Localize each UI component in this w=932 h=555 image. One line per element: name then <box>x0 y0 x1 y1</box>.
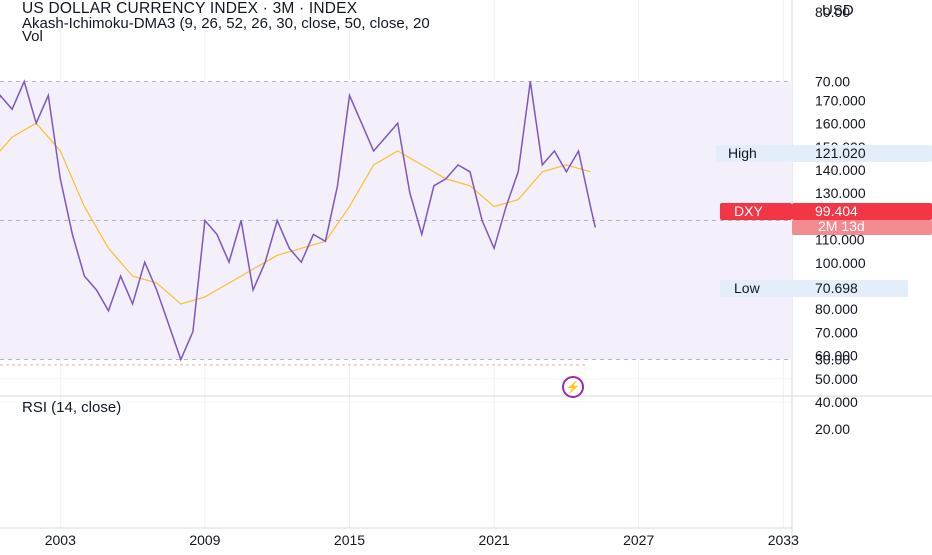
price-tick-label: 70.000 <box>815 324 858 340</box>
dxy-value: 99.404 <box>815 203 858 219</box>
price-tick-label: 60.000 <box>815 348 858 364</box>
chart-title: US DOLLAR CURRENCY INDEX · 3M · INDEX <box>22 0 358 17</box>
rsi-tick-label: 20.00 <box>815 421 850 437</box>
volume-legend[interactable]: Vol <box>22 28 43 45</box>
high-label-bg <box>716 145 792 162</box>
low-label-bg <box>720 280 792 297</box>
high-value-bg <box>792 145 932 162</box>
dxy-label-bg <box>720 203 792 220</box>
time-tick-label: 2009 <box>189 532 220 548</box>
rsi-tick-label: 70.00 <box>815 74 850 90</box>
price-tick-label: 170.000 <box>815 92 866 108</box>
high-label: High <box>728 145 757 161</box>
dxy-label: DXY <box>734 203 763 219</box>
rsi-ma-line <box>0 122 591 305</box>
currency-label: USD <box>822 2 854 19</box>
price-tick-label: 110.000 <box>815 232 865 248</box>
price-tick-label: 160.000 <box>815 116 866 132</box>
time-tick-label: 2003 <box>45 532 76 548</box>
low-value: 70.698 <box>815 280 858 296</box>
rsi-line <box>0 79 597 362</box>
rsi-title[interactable]: RSI (14, close) <box>22 399 122 416</box>
time-tick-label: 2033 <box>768 532 799 548</box>
price-tick-label: 80.000 <box>815 301 858 317</box>
price-tick-label: 130.000 <box>815 185 866 201</box>
time-tick-label: 2021 <box>479 532 510 548</box>
price-tick-label: 140.000 <box>815 162 866 178</box>
price-tick-label: 40.000 <box>815 394 858 410</box>
dxy-countdown-bg <box>792 220 932 235</box>
rsi-tick-label: 30.00 <box>815 352 850 368</box>
time-tick-label: 2015 <box>334 532 365 548</box>
dxy-value-bg <box>792 203 932 220</box>
low-label: Low <box>734 280 761 296</box>
price-tick-label: 50.000 <box>815 371 858 387</box>
low-value-bg <box>792 280 908 297</box>
indicator-legend[interactable]: Akash-Ichimoku-DMA3 (9, 26, 52, 26, 30, … <box>22 15 430 32</box>
high-value: 121.020 <box>815 145 866 161</box>
rsi-tick-label: 80.00 <box>815 4 850 20</box>
time-tick-label: 2027 <box>623 532 654 548</box>
price-tick-label: 100.000 <box>815 255 866 271</box>
dxy-countdown: 2M 13d <box>818 218 865 234</box>
lightning-icon[interactable]: ⚡ <box>562 376 584 398</box>
